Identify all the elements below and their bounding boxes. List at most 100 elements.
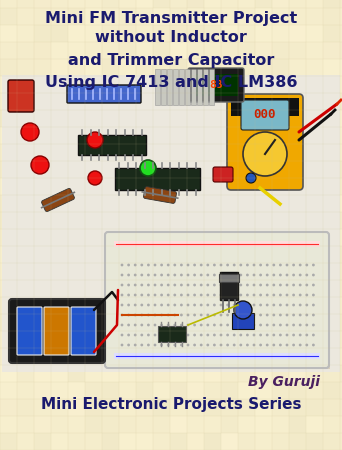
Bar: [187, 127, 204, 144]
Circle shape: [272, 314, 275, 316]
Bar: [272, 0, 289, 8]
Bar: [255, 110, 272, 127]
Bar: [255, 399, 272, 416]
Circle shape: [259, 274, 262, 276]
Bar: [119, 59, 136, 76]
Bar: [255, 0, 272, 8]
Bar: [136, 229, 153, 246]
Bar: [119, 314, 136, 331]
Bar: [204, 365, 221, 382]
Bar: [153, 161, 170, 178]
Circle shape: [207, 264, 209, 266]
Bar: [221, 195, 238, 212]
Circle shape: [259, 314, 262, 316]
Bar: [17, 127, 34, 144]
Bar: [17, 93, 34, 110]
Bar: [170, 433, 187, 450]
Bar: [255, 42, 272, 59]
Bar: [340, 25, 342, 42]
Bar: [289, 110, 306, 127]
Bar: [68, 348, 85, 365]
Circle shape: [279, 333, 282, 337]
Circle shape: [187, 264, 189, 266]
Bar: [272, 25, 289, 42]
Bar: [85, 229, 102, 246]
Circle shape: [207, 344, 209, 346]
Bar: [255, 297, 272, 314]
Circle shape: [134, 314, 136, 316]
Bar: [51, 42, 68, 59]
Circle shape: [259, 344, 262, 346]
Circle shape: [147, 264, 150, 266]
Bar: [153, 25, 170, 42]
Circle shape: [180, 274, 183, 276]
Bar: [136, 127, 153, 144]
Bar: [51, 127, 68, 144]
Bar: [51, 263, 68, 280]
Circle shape: [154, 333, 156, 337]
Circle shape: [220, 274, 222, 276]
Bar: [112, 239, 330, 369]
Bar: [85, 76, 102, 93]
Bar: [204, 314, 221, 331]
Circle shape: [173, 344, 176, 346]
Bar: [17, 144, 34, 161]
Bar: [153, 8, 170, 25]
Bar: [0, 246, 17, 263]
Bar: [187, 399, 204, 416]
Bar: [289, 399, 306, 416]
Bar: [306, 280, 323, 297]
Bar: [197, 69, 202, 105]
Bar: [238, 127, 255, 144]
Bar: [17, 433, 34, 450]
Circle shape: [141, 293, 143, 297]
Circle shape: [234, 301, 252, 319]
Bar: [68, 382, 85, 399]
Bar: [204, 161, 221, 178]
Bar: [68, 331, 85, 348]
Circle shape: [160, 264, 163, 266]
Circle shape: [259, 333, 262, 337]
Circle shape: [292, 324, 295, 326]
Bar: [102, 178, 119, 195]
Circle shape: [180, 284, 183, 286]
Bar: [17, 365, 34, 382]
Bar: [323, 365, 340, 382]
Circle shape: [193, 304, 196, 306]
Bar: [34, 195, 51, 212]
Circle shape: [141, 274, 143, 276]
FancyBboxPatch shape: [188, 68, 244, 102]
Bar: [306, 229, 323, 246]
Bar: [51, 161, 68, 178]
Bar: [85, 382, 102, 399]
Bar: [34, 59, 51, 76]
Bar: [136, 246, 153, 263]
Bar: [289, 178, 306, 195]
Circle shape: [239, 333, 242, 337]
Bar: [306, 110, 323, 127]
Bar: [0, 263, 17, 280]
Bar: [221, 399, 238, 416]
Circle shape: [141, 264, 143, 266]
Circle shape: [200, 324, 202, 326]
Circle shape: [193, 264, 196, 266]
Bar: [170, 229, 187, 246]
Bar: [51, 195, 68, 212]
Circle shape: [134, 274, 136, 276]
Circle shape: [220, 344, 222, 346]
Circle shape: [134, 304, 136, 306]
Bar: [153, 399, 170, 416]
Bar: [0, 144, 17, 161]
Bar: [68, 229, 85, 246]
Circle shape: [299, 284, 302, 286]
Bar: [238, 195, 255, 212]
Bar: [102, 229, 119, 246]
Bar: [340, 331, 342, 348]
Bar: [68, 25, 85, 42]
Circle shape: [193, 344, 196, 346]
Bar: [17, 297, 34, 314]
Circle shape: [141, 314, 143, 316]
Bar: [170, 416, 187, 433]
Bar: [323, 348, 340, 365]
Bar: [272, 433, 289, 450]
